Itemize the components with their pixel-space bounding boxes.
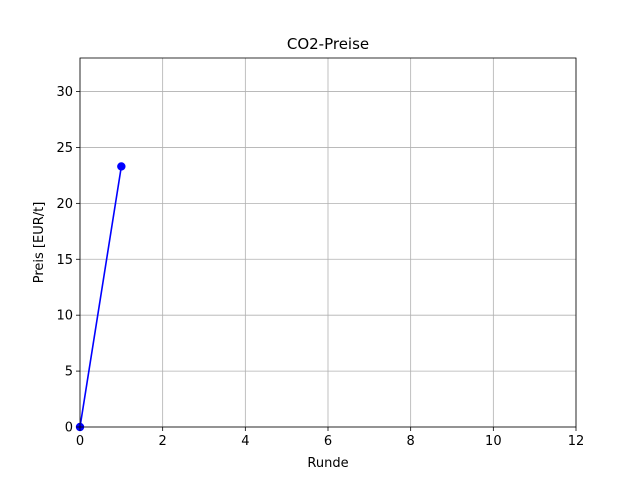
x-tick-label: 12 bbox=[568, 434, 585, 449]
chart-title: CO2-Preise bbox=[287, 35, 369, 53]
y-axis-label: Preis [EUR/t] bbox=[32, 202, 47, 284]
grid bbox=[79, 58, 577, 428]
y-tick-label: 10 bbox=[56, 309, 73, 324]
y-tick-label: 25 bbox=[56, 141, 73, 156]
x-tick-label: 2 bbox=[159, 434, 167, 449]
x-tick-label: 4 bbox=[241, 434, 249, 449]
x-tick-label: 6 bbox=[324, 434, 332, 449]
plot-series bbox=[75, 162, 126, 432]
y-tick-label: 20 bbox=[56, 197, 73, 212]
series-line bbox=[79, 166, 123, 428]
y-tick-label: 5 bbox=[65, 365, 73, 380]
data-point bbox=[117, 162, 126, 171]
y-tick-label: 0 bbox=[65, 421, 73, 436]
x-tick-label: 8 bbox=[407, 434, 415, 449]
x-axis-label: Runde bbox=[307, 456, 348, 471]
x-tick-label: 0 bbox=[76, 434, 84, 449]
axis-ticks: 0 2 4 6 8 10 12 0 5 10 15 20 25 30 bbox=[56, 85, 584, 449]
y-tick-label: 15 bbox=[56, 253, 73, 268]
y-tick-label: 30 bbox=[56, 85, 73, 100]
x-tick-label: 10 bbox=[485, 434, 502, 449]
